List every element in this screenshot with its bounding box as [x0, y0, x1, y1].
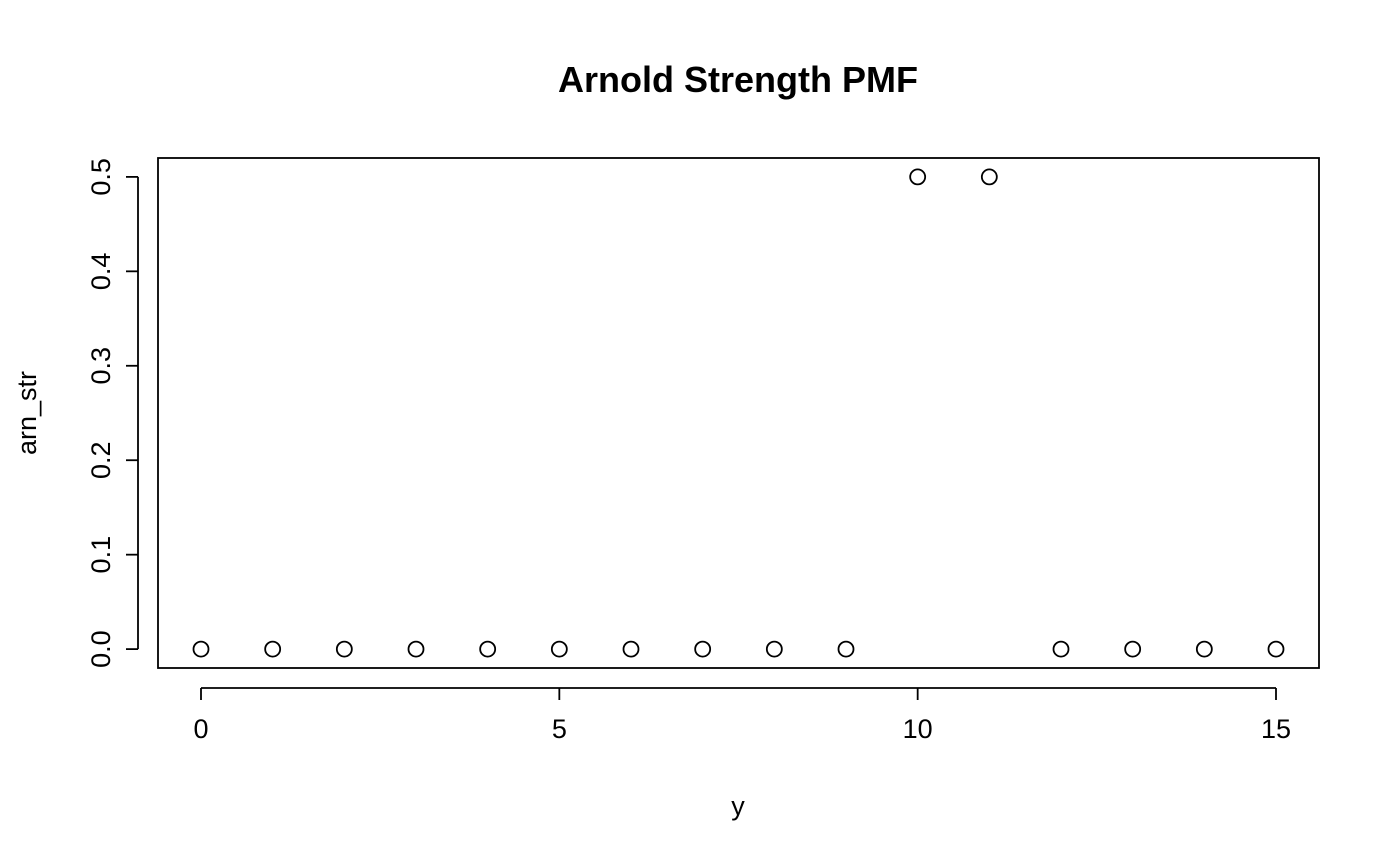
y-axis: 0.0 0.1 0.2 0.3 0.4 0.5 [86, 158, 139, 668]
y-tick-label: 0.1 [86, 536, 116, 574]
data-point [407, 640, 425, 658]
x-tick-label: 10 [903, 714, 933, 744]
y-tick-label: 0.4 [86, 253, 116, 291]
chart-title: Arnold Strength PMF [558, 59, 918, 100]
data-point [550, 640, 568, 658]
y-axis-label: arn_str [12, 371, 42, 455]
data-point [335, 640, 353, 658]
x-tick-label: 0 [193, 714, 208, 744]
data-point [479, 640, 497, 658]
data-point [694, 640, 712, 658]
data-point [837, 640, 855, 658]
x-axis-label: y [731, 791, 745, 821]
x-axis: 0 5 10 15 [193, 687, 1291, 744]
data-point [980, 168, 998, 186]
data-point [622, 640, 640, 658]
y-tick-label: 0.3 [86, 347, 116, 385]
x-tick-label: 15 [1261, 714, 1291, 744]
data-point [1052, 640, 1070, 658]
data-point [765, 640, 783, 658]
data-points [192, 168, 1285, 658]
y-tick-label: 0.5 [86, 158, 116, 196]
data-point [264, 640, 282, 658]
data-point [1195, 640, 1213, 658]
plot-frame [157, 157, 1320, 669]
y-tick-label: 0.0 [86, 630, 116, 668]
x-tick-label: 5 [552, 714, 567, 744]
y-tick-label: 0.2 [86, 441, 116, 479]
data-point [1124, 640, 1142, 658]
data-point [909, 168, 927, 186]
data-point [192, 640, 210, 658]
data-point [1267, 640, 1285, 658]
